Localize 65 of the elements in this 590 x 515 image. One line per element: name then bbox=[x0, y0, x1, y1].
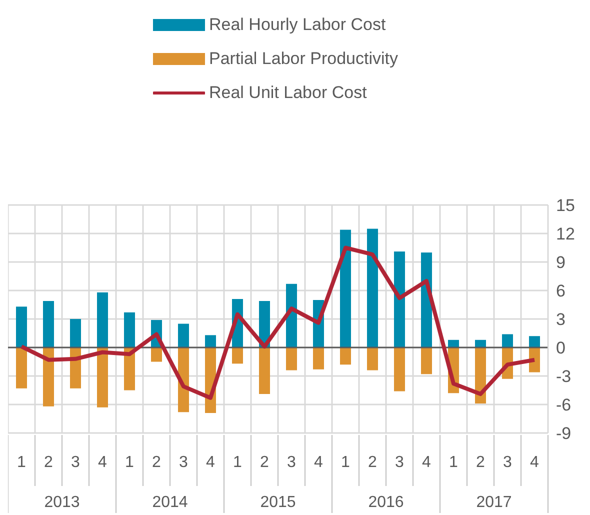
bar bbox=[502, 334, 513, 348]
bar bbox=[421, 348, 432, 374]
bar bbox=[232, 348, 243, 364]
bar bbox=[178, 324, 189, 348]
bar bbox=[394, 348, 405, 392]
y-tick-label: -9 bbox=[556, 424, 572, 444]
text: 2016 bbox=[368, 494, 404, 511]
x-tick-label: 1 bbox=[341, 454, 350, 471]
text: 2015 bbox=[260, 494, 296, 511]
line-series bbox=[20, 246, 536, 400]
text: 2017 bbox=[476, 494, 512, 511]
x-tick-label: 3 bbox=[287, 454, 296, 471]
x-tick-label: 2 bbox=[260, 454, 270, 471]
bar bbox=[367, 228, 378, 348]
bar bbox=[205, 335, 216, 348]
y-tick-label: 3 bbox=[556, 310, 566, 330]
bar bbox=[286, 284, 297, 348]
x-tick-label: 2 bbox=[476, 454, 486, 471]
x-tick-label: 4 bbox=[314, 454, 324, 471]
bar bbox=[367, 348, 378, 370]
x-tick-label: 4 bbox=[530, 454, 540, 471]
legend-label: Real Hourly Labor Cost bbox=[209, 15, 386, 35]
text: 2014 bbox=[152, 494, 188, 511]
bar bbox=[286, 348, 297, 370]
x-tick-label: 1 bbox=[17, 454, 26, 471]
bar bbox=[124, 312, 135, 348]
x-tick-label: 1 bbox=[233, 454, 242, 471]
x-tick-label: 2 bbox=[368, 454, 378, 471]
bar bbox=[97, 292, 108, 348]
y-tick-label: 15 bbox=[556, 196, 575, 216]
y-tick-label: -6 bbox=[556, 396, 572, 415]
y-tick-label: 6 bbox=[556, 282, 566, 301]
bar bbox=[448, 340, 459, 348]
x-tick-label: 1 bbox=[449, 454, 458, 471]
y-tick-label: 9 bbox=[556, 253, 566, 272]
text: 2013 bbox=[44, 494, 80, 511]
legend-label: Partial Labor Productivity bbox=[209, 49, 398, 69]
x-tick-label: 1 bbox=[125, 454, 134, 471]
x-tick-label: 4 bbox=[422, 454, 432, 471]
bar bbox=[475, 340, 486, 348]
bar bbox=[259, 348, 270, 394]
bar bbox=[16, 348, 27, 388]
bar bbox=[70, 319, 81, 348]
bar bbox=[43, 348, 54, 406]
bar bbox=[16, 306, 27, 348]
x-tick-label: 2 bbox=[44, 454, 54, 471]
x-tick-label: 3 bbox=[395, 454, 404, 471]
bar bbox=[151, 348, 162, 362]
x-tick-label: 4 bbox=[206, 454, 216, 471]
bar bbox=[43, 300, 54, 348]
x-tick-label: 4 bbox=[98, 454, 108, 471]
x-tick-label: 3 bbox=[71, 454, 80, 471]
legend-label: Real Unit Labor Cost bbox=[209, 83, 367, 103]
bar bbox=[313, 348, 324, 370]
bar bbox=[340, 230, 351, 348]
bar bbox=[529, 336, 540, 348]
y-tick-label: 0 bbox=[556, 338, 566, 358]
y-tick-label: 12 bbox=[556, 224, 575, 244]
bar bbox=[340, 348, 351, 365]
x-tick-label: 3 bbox=[179, 454, 188, 471]
x-tick-label: 3 bbox=[503, 454, 512, 471]
x-tick-label: 2 bbox=[152, 454, 162, 471]
bar bbox=[97, 348, 108, 408]
bar bbox=[394, 252, 405, 348]
y-tick-label: -3 bbox=[556, 367, 572, 386]
